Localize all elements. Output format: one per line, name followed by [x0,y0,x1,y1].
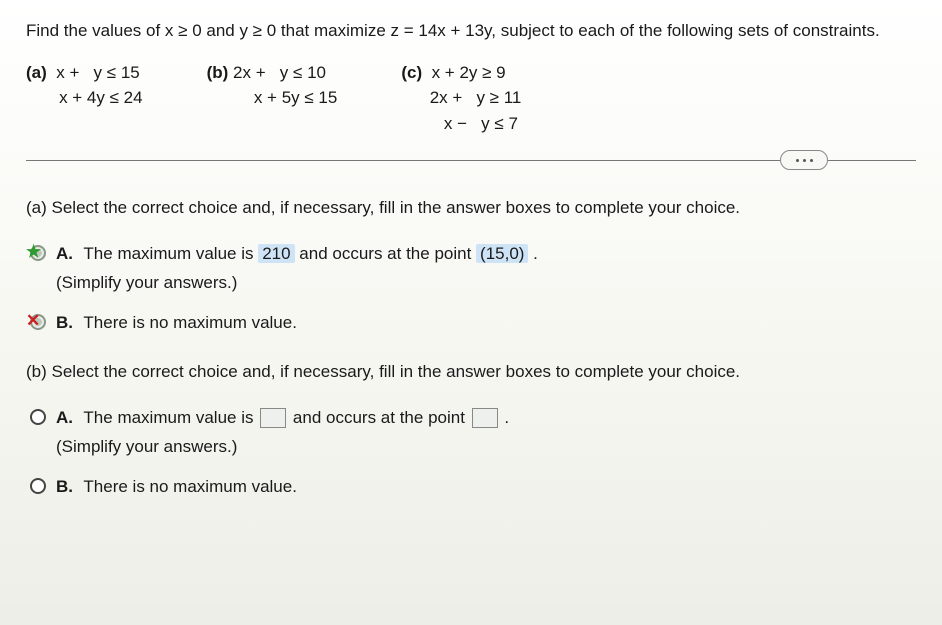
choice-a-a-post: . [528,244,537,263]
choice-letter: B. [56,313,73,332]
label-c: (c) [401,63,422,82]
choice-a-a-pre: The maximum value is [83,244,258,263]
part-b-choice-a[interactable]: A. The maximum value is and occurs at th… [26,405,916,460]
radio-b-b[interactable] [30,478,46,494]
radio-b-a[interactable] [30,409,46,425]
label-a: (a) [26,63,47,82]
choice-b-a-post: . [500,408,509,427]
choice-a-a-mid: and occurs at the point [295,244,476,263]
constraint-b-2: x + 5y ≤ 15 [244,88,337,107]
constraints-row: (a) x + y ≤ 15 x + 4y ≤ 24 (b) 2x + y ≤ … [26,60,916,137]
simplify-note: (Simplify your answers.) [56,270,916,296]
choice-a-a-body: A. The maximum value is 210 and occurs a… [56,241,916,296]
choice-b-a-mid: and occurs at the point [288,408,469,427]
choice-b-a-pre: The maximum value is [83,408,258,427]
constraint-c-3: x − y ≤ 7 [434,114,518,133]
choice-b-b-body: B. There is no maximum value. [56,474,916,500]
constraint-c-1: x + 2y ≥ 9 [432,63,506,82]
constraints-c: (c) x + 2y ≥ 9 2x + y ≥ 11 x − y ≤ 7 [401,60,521,137]
part-b-instruction: (b) Select the correct choice and, if ne… [26,359,916,385]
wrong-mark-icon: ✕ [26,308,40,334]
answer-point: (15,0) [476,244,528,263]
part-a: (a) Select the correct choice and, if ne… [26,195,916,335]
part-a-choice-a[interactable]: ★ A. The maximum value is 210 and occurs… [26,241,916,296]
simplify-note: (Simplify your answers.) [56,434,916,460]
choice-letter: B. [56,477,73,496]
choice-letter: A. [56,244,73,263]
problem-statement: Find the values of x ≥ 0 and y ≥ 0 that … [26,18,916,44]
separator-line [26,160,916,161]
part-b-choice-b[interactable]: B. There is no maximum value. [26,474,916,500]
radio-a-a[interactable]: ★ [30,245,46,261]
choice-a-b-text: There is no maximum value. [83,313,297,332]
answer-value-input[interactable] [260,408,286,428]
choice-b-a-body: A. The maximum value is and occurs at th… [56,405,916,460]
answer-value: 210 [258,244,294,263]
choice-letter: A. [56,408,73,427]
constraints-b: (b) 2x + y ≤ 10 x + 5y ≤ 15 [207,60,338,137]
correct-mark-icon: ★ [26,239,41,265]
choice-a-b-body: B. There is no maximum value. [56,310,916,336]
answer-point-input[interactable] [472,408,498,428]
choice-b-b-text: There is no maximum value. [83,477,297,496]
part-b: (b) Select the correct choice and, if ne… [26,359,916,499]
more-options-button[interactable] [780,150,828,170]
constraint-a-1: x + y ≤ 15 [56,63,140,82]
label-b: (b) [207,63,229,82]
constraints-a: (a) x + y ≤ 15 x + 4y ≤ 24 [26,60,143,137]
radio-a-b[interactable]: ✕ [30,314,46,330]
part-a-choice-b[interactable]: ✕ B. There is no maximum value. [26,310,916,336]
part-a-instruction: (a) Select the correct choice and, if ne… [26,195,916,221]
constraint-c-2: 2x + y ≥ 11 [430,88,522,107]
constraint-a-2: x + 4y ≤ 24 [59,88,143,107]
constraint-b-1: 2x + y ≤ 10 [233,63,326,82]
